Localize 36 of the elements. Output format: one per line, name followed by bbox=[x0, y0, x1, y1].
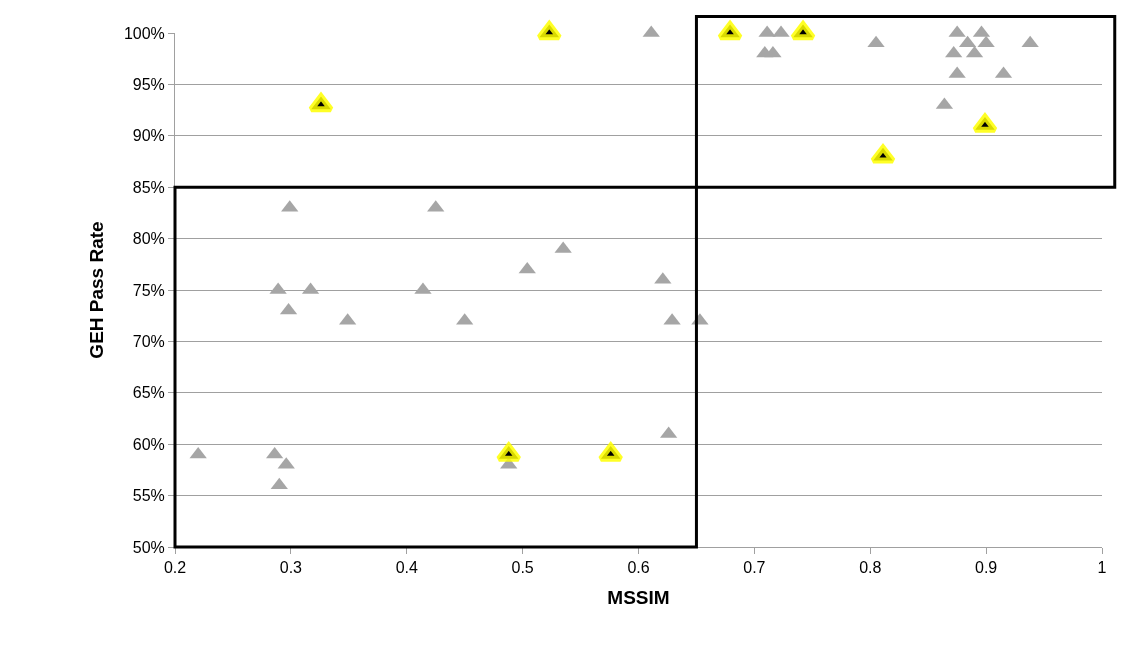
x-tick-label: 0.8 bbox=[859, 559, 882, 577]
point bbox=[597, 442, 624, 462]
point bbox=[867, 35, 885, 48]
point bbox=[189, 446, 207, 459]
point bbox=[518, 261, 536, 274]
point bbox=[1021, 35, 1039, 48]
point bbox=[972, 114, 998, 133]
y-tick-label: 95% bbox=[132, 76, 165, 93]
x-tick-label: 0.2 bbox=[163, 559, 187, 577]
y-tick-label: 65% bbox=[132, 384, 165, 402]
point bbox=[977, 35, 995, 48]
y-tick-label: 80% bbox=[132, 230, 165, 248]
y-tick-label: 60% bbox=[132, 435, 165, 453]
x-tick-label: 0.9 bbox=[975, 559, 998, 577]
y-tick-label: 100% bbox=[123, 24, 165, 42]
point bbox=[717, 21, 743, 41]
x-tick-label: 0.3 bbox=[279, 559, 303, 577]
x-tick-label: 0.5 bbox=[511, 559, 534, 577]
x-tick-label: 0.4 bbox=[395, 559, 418, 577]
y-tick-label: 55% bbox=[132, 487, 165, 505]
x-tick-label: 1 bbox=[1097, 559, 1107, 577]
point bbox=[495, 442, 522, 462]
y-tick-label: 50% bbox=[132, 538, 165, 556]
x-tick-label: 0.6 bbox=[627, 559, 650, 577]
point bbox=[536, 21, 563, 41]
x-tick-label: 0.7 bbox=[743, 559, 766, 577]
point bbox=[270, 477, 288, 490]
point bbox=[870, 144, 896, 164]
y-axis-title: GEH Pass Rate bbox=[85, 221, 107, 359]
y-tick-label: 75% bbox=[132, 281, 165, 299]
x-axis-title: MSSIM bbox=[607, 587, 670, 608]
y-tick-label: 85% bbox=[132, 178, 165, 196]
y-tick-label: 70% bbox=[132, 333, 165, 350]
point bbox=[790, 21, 816, 41]
y-tick-label: 90% bbox=[132, 127, 165, 145]
point bbox=[308, 93, 334, 113]
